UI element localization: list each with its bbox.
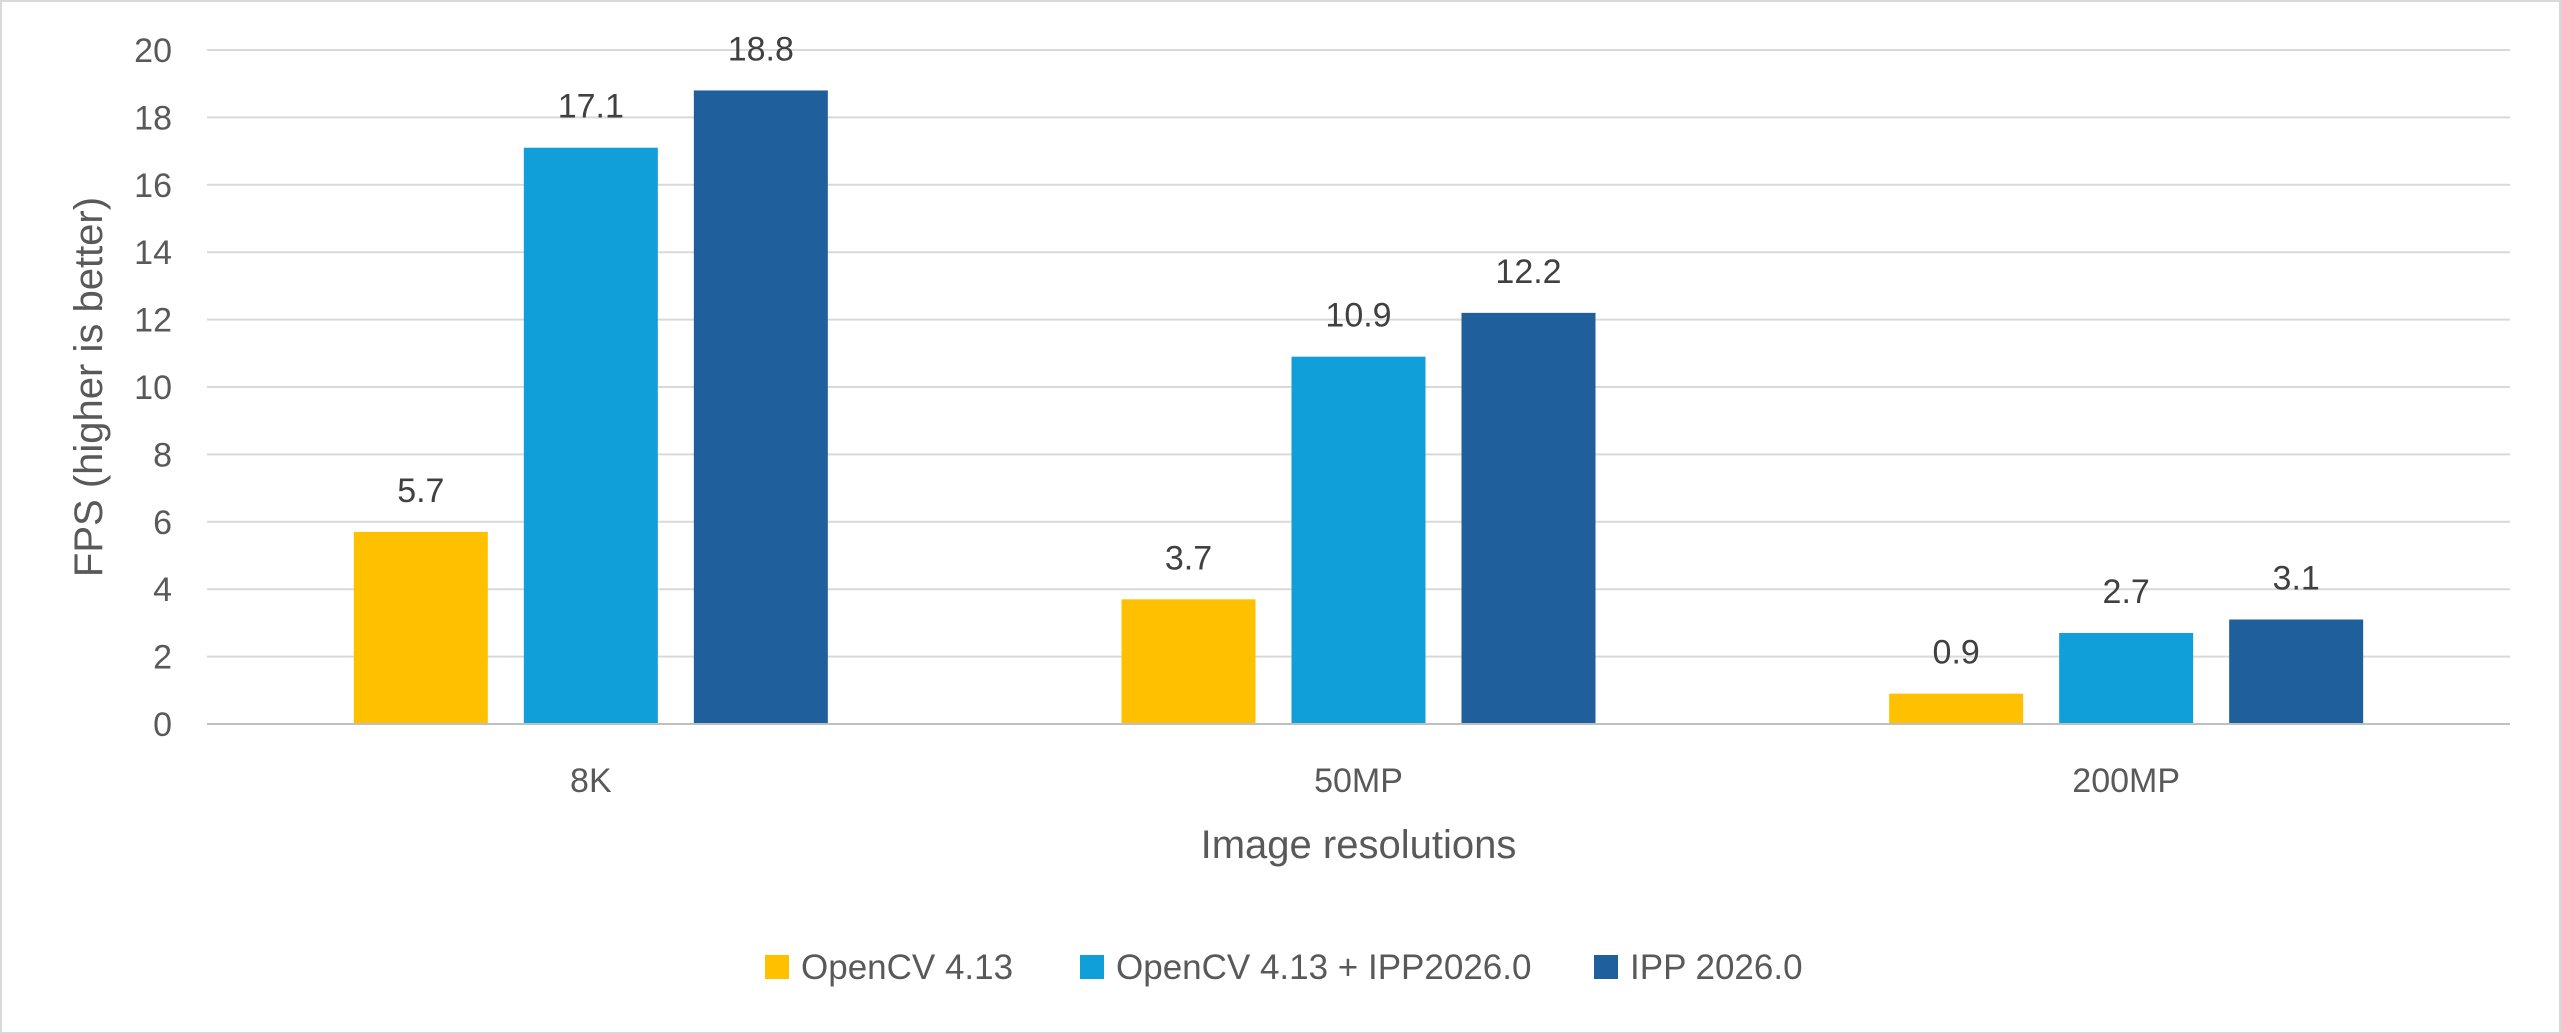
y-tick-label: 10 bbox=[134, 369, 172, 407]
x-tick-label: 50MP bbox=[1314, 762, 1403, 800]
data-labels: 5.7 17.1 18.8 3.7 10.9 12.2 0.9 2.7 3.1 bbox=[397, 30, 2320, 671]
data-label: 10.9 bbox=[1325, 297, 1391, 335]
bar bbox=[1121, 599, 1256, 724]
y-tick-label: 0 bbox=[153, 706, 172, 744]
bar bbox=[2059, 633, 2194, 724]
data-label: 2.7 bbox=[2103, 573, 2150, 611]
legend-label: IPP 2026.0 bbox=[1630, 948, 1803, 987]
bar bbox=[1889, 693, 2024, 724]
y-tick-label: 14 bbox=[134, 234, 172, 272]
y-tick-label: 12 bbox=[134, 302, 172, 340]
data-label: 3.1 bbox=[2273, 560, 2320, 598]
data-label: 12.2 bbox=[1495, 253, 1561, 291]
x-axis-ticks: 8K 50MP 200MP bbox=[570, 762, 2180, 800]
legend-label: OpenCV 4.13 + IPP2026.0 bbox=[1116, 948, 1531, 987]
y-tick-label: 20 bbox=[134, 32, 172, 70]
data-label: 17.1 bbox=[558, 88, 624, 126]
y-tick-label: 6 bbox=[153, 504, 172, 542]
bar bbox=[1461, 312, 1596, 724]
y-tick-label: 2 bbox=[153, 639, 172, 677]
y-tick-label: 4 bbox=[153, 571, 172, 609]
bar bbox=[1291, 356, 1426, 724]
bars bbox=[353, 90, 2364, 725]
y-axis-ticks: 0 2 4 6 8 10 12 14 16 18 20 bbox=[134, 32, 172, 744]
bar bbox=[523, 147, 658, 725]
x-tick-label: 8K bbox=[570, 762, 612, 800]
bar bbox=[693, 90, 828, 724]
legend-label: OpenCV 4.13 bbox=[801, 948, 1013, 987]
legend-swatch bbox=[1594, 955, 1618, 979]
legend: OpenCV 4.13 OpenCV 4.13 + IPP2026.0 IPP 20… bbox=[765, 948, 1803, 987]
y-tick-label: 18 bbox=[134, 99, 172, 137]
x-tick-label: 200MP bbox=[2072, 762, 2180, 800]
data-label: 5.7 bbox=[397, 472, 444, 510]
bar bbox=[353, 531, 488, 724]
data-label: 3.7 bbox=[1165, 539, 1212, 577]
y-tick-label: 16 bbox=[134, 167, 172, 205]
y-axis-title: FPS (higher is better) bbox=[67, 197, 111, 577]
data-label: 18.8 bbox=[728, 30, 794, 68]
data-label: 0.9 bbox=[1933, 634, 1980, 672]
legend-swatch bbox=[1080, 955, 1104, 979]
bar bbox=[2229, 619, 2364, 724]
x-axis-title: Image resolutions bbox=[1201, 823, 1517, 867]
legend-swatch bbox=[765, 955, 789, 979]
y-tick-label: 8 bbox=[153, 436, 172, 474]
